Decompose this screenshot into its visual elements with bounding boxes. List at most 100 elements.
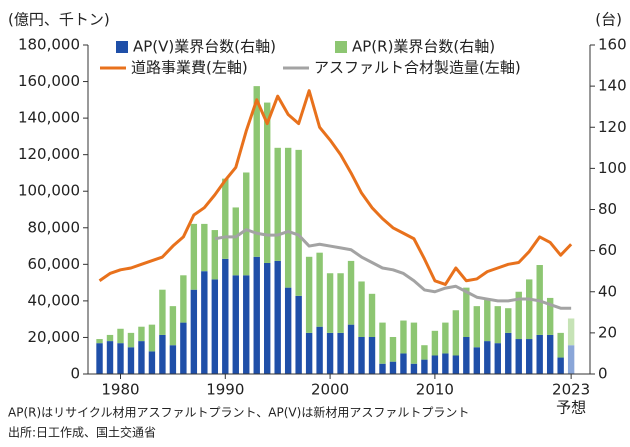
y2-axis-label: (台) [595,11,622,29]
legend-swatch [116,41,128,53]
bar [106,341,114,374]
bar [326,332,334,374]
y2-tick-label: 0 [598,365,608,383]
bar [389,361,397,374]
bar [127,347,135,374]
bar [557,332,564,358]
bar [180,322,187,374]
bar [316,252,323,327]
bar [400,353,407,374]
y2-tick-label: 140 [598,77,627,95]
bar [494,306,501,344]
bar [138,326,145,342]
bar [400,320,407,354]
bar [421,345,428,360]
y-tick-label: 20,000 [28,328,81,346]
bar [201,271,208,374]
y-tick-label: 100,000 [18,182,80,200]
bar [211,230,219,280]
bar [264,262,271,374]
bar [546,297,554,335]
bar [358,336,365,374]
x-tick-label: 1980 [101,381,139,399]
bar [201,223,208,272]
bar [211,279,219,374]
y2-tick-label: 100 [598,159,627,177]
bar [127,332,135,348]
bar [379,322,386,364]
bar [442,322,449,354]
y-tick-label: 180,000 [18,36,80,54]
bar [494,343,501,374]
bar [148,324,156,352]
bar [169,345,177,374]
x-tick-label: 2000 [311,381,349,399]
bar [442,353,449,374]
forecast-label: 予想 [556,399,586,417]
bar [222,258,229,374]
bar [138,341,145,374]
bar [295,295,302,374]
bar [295,149,302,296]
bar [358,281,365,337]
bar [117,343,124,374]
bar [557,357,564,374]
legend-label: アスファルト合材製造量(左軸) [314,59,521,77]
bar [452,310,460,356]
bar [337,332,344,374]
bar [505,332,512,374]
x-tick-label: 1990 [206,381,244,399]
y-tick-label: 0 [70,365,80,383]
y2-tick-label: 120 [598,118,627,136]
bar [484,299,491,342]
bar [337,273,344,333]
y2-tick-label: 160 [598,36,627,54]
bar [431,330,439,356]
y-tick-label: 160,000 [18,72,80,90]
legend-label: AP(V)業界台数(右軸) [133,38,276,56]
bar [159,289,166,335]
legend-swatch [335,41,347,53]
bar [148,351,156,374]
bar [410,322,418,364]
bar [305,332,313,374]
bar [536,334,543,374]
footnote: 出所:日工作成、国土交通省 [8,425,156,440]
bar [567,345,575,374]
bar [452,355,460,374]
bar [389,336,397,362]
bar [190,223,198,290]
bar [232,207,239,276]
bar [526,339,533,374]
bar [232,275,239,374]
y-axis-label: (億円、千トン) [8,11,110,29]
footnote: AP(R)はリサイクル材用アスファルトプラント、AP(V)は新材用アスファルトプ… [8,405,469,420]
bar [473,306,481,348]
bar [473,347,481,374]
bar [463,287,470,337]
bar [368,336,376,374]
bar [274,147,281,261]
line [214,228,572,310]
bar [347,260,355,325]
x-tick-label: 2010 [416,381,454,399]
bar [180,275,187,323]
bar [264,102,271,263]
bar [222,178,229,259]
bar [410,363,418,374]
y2-tick-label: 40 [598,282,617,300]
bar [347,324,355,374]
x-tick-label: 2023 [552,381,590,399]
bar [284,287,292,374]
bar [243,275,250,374]
line [98,89,573,286]
y2-tick-label: 20 [598,323,617,341]
bar [169,306,177,346]
bar [368,293,376,337]
bar [159,334,166,374]
legend-label: 道路事業費(左軸) [131,59,248,77]
bar [526,279,533,340]
bar [484,341,491,374]
bar [305,256,313,333]
